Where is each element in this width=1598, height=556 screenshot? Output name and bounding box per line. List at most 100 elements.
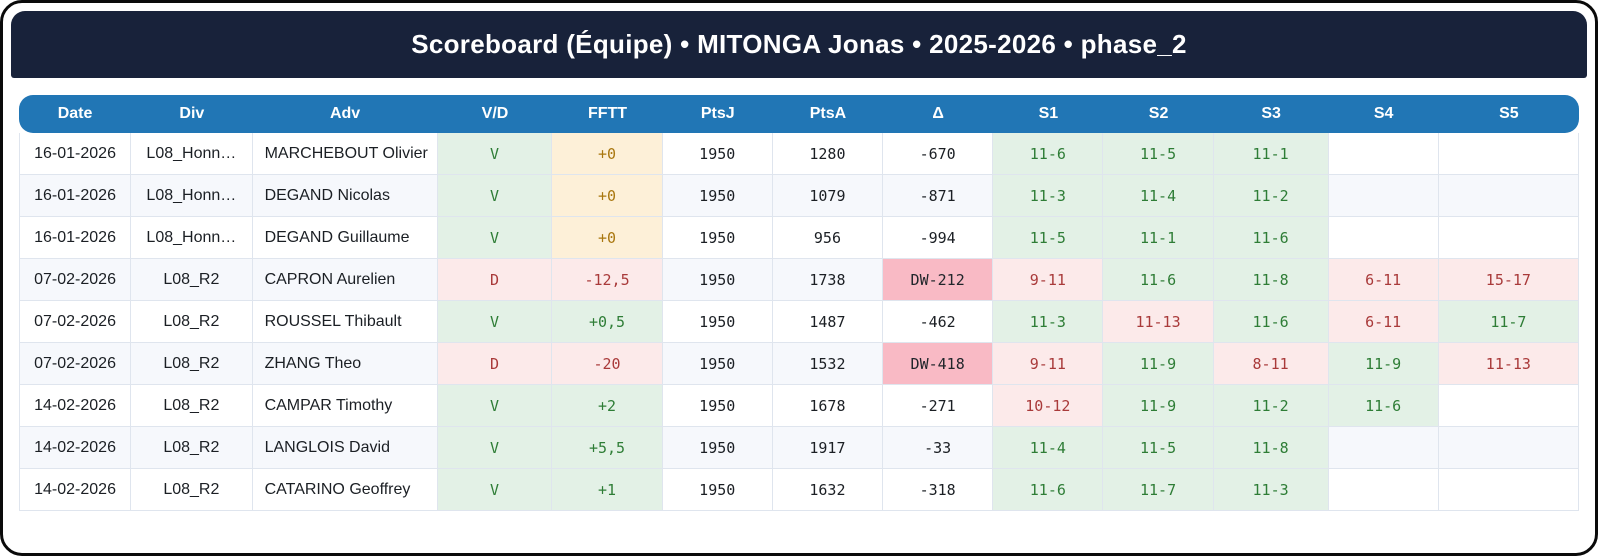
set-cell: 11-5 (1103, 133, 1214, 175)
column-header-row: Date Div Adv V/D FFTT PtsJ PtsA Δ S1 S2 S3 S4 S5 (19, 95, 1579, 133)
table-row: 14-02-2026 L08_R2 CATARINO Geoffrey V +1… (19, 469, 1579, 511)
date-cell: 07-02-2026 (19, 301, 132, 343)
div-cell: L08_R2 (131, 385, 253, 427)
adversary-cell: CAMPAR Timothy (252, 385, 438, 427)
fftt-cell: -20 (552, 343, 663, 385)
col-header-adv: Adv (252, 95, 438, 133)
set-cell (1438, 175, 1579, 217)
ptsj-cell: 1950 (662, 301, 773, 343)
col-header-ptsj: PtsJ (662, 95, 773, 133)
set-cell (1438, 217, 1579, 259)
fftt-cell: +2 (552, 385, 663, 427)
delta-cell: -462 (883, 301, 994, 343)
set-cell: 11-9 (1103, 385, 1214, 427)
result-cell: D (437, 259, 553, 301)
set-cell: 11-4 (993, 427, 1104, 469)
set-cell: 11-7 (1438, 301, 1579, 343)
date-cell: 16-01-2026 (19, 133, 132, 175)
adversary-cell: ROUSSEL Thibault (252, 301, 438, 343)
set-cell: 11-6 (1213, 217, 1329, 259)
result-cell: V (437, 385, 553, 427)
ptsa-cell: 1917 (772, 427, 884, 469)
col-header-fftt: FFTT (552, 95, 663, 133)
set-cell: 11-8 (1213, 427, 1329, 469)
ptsa-cell: 1632 (772, 469, 884, 511)
set-cell: 15-17 (1438, 259, 1579, 301)
set-cell: 11-6 (1103, 259, 1214, 301)
ptsj-cell: 1950 (662, 427, 773, 469)
col-header-s3: S3 (1213, 95, 1329, 133)
fftt-cell: +1 (552, 469, 663, 511)
div-cell: L08_R2 (131, 301, 253, 343)
set-cell (1438, 469, 1579, 511)
col-header-v-d: V/D (437, 95, 553, 133)
set-cell: 9-11 (993, 259, 1104, 301)
set-cell: 11-1 (1213, 133, 1329, 175)
table-row: 07-02-2026 L08_R2 ROUSSEL Thibault V +0,… (19, 301, 1579, 343)
div-cell: L08_Honn… (131, 217, 253, 259)
set-cell: 11-1 (1103, 217, 1214, 259)
date-cell: 07-02-2026 (19, 343, 132, 385)
div-cell: L08_R2 (131, 343, 253, 385)
set-cell: 11-5 (993, 217, 1104, 259)
delta-cell: -994 (883, 217, 994, 259)
set-cell: 11-5 (1103, 427, 1214, 469)
fftt-cell: +0 (552, 217, 663, 259)
set-cell: 11-7 (1103, 469, 1214, 511)
table-row: 07-02-2026 L08_R2 CAPRON Aurelien D -12,… (19, 259, 1579, 301)
ptsa-cell: 1280 (772, 133, 884, 175)
table-row: 14-02-2026 L08_R2 LANGLOIS David V +5,5 … (19, 427, 1579, 469)
fftt-cell: +0 (552, 175, 663, 217)
adversary-cell: LANGLOIS David (252, 427, 438, 469)
delta-cell: -670 (883, 133, 994, 175)
date-cell: 14-02-2026 (19, 469, 132, 511)
date-cell: 14-02-2026 (19, 427, 132, 469)
set-cell: 11-3 (1213, 469, 1329, 511)
fftt-cell: -12,5 (552, 259, 663, 301)
ptsa-cell: 1079 (772, 175, 884, 217)
fftt-cell: +5,5 (552, 427, 663, 469)
table-row: 16-01-2026 L08_Honn… DEGAND Guillaume V … (19, 217, 1579, 259)
result-cell: V (437, 301, 553, 343)
set-cell: 11-9 (1328, 343, 1439, 385)
set-cell (1328, 133, 1439, 175)
delta-cell: -871 (883, 175, 994, 217)
ptsj-cell: 1950 (662, 259, 773, 301)
delta-cell: DW-418 (883, 343, 994, 385)
col-header-s5: S5 (1438, 95, 1579, 133)
result-cell: V (437, 427, 553, 469)
set-cell: 11-2 (1213, 175, 1329, 217)
ptsj-cell: 1950 (662, 175, 773, 217)
set-cell (1328, 217, 1439, 259)
set-cell: 11-3 (993, 301, 1104, 343)
table-row: 16-01-2026 L08_Honn… MARCHEBOUT Olivier … (19, 133, 1579, 175)
ptsa-cell: 1487 (772, 301, 884, 343)
table-row: 07-02-2026 L08_R2 ZHANG Theo D -20 1950 … (19, 343, 1579, 385)
fftt-cell: +0,5 (552, 301, 663, 343)
set-cell: 11-6 (993, 469, 1104, 511)
result-cell: D (437, 343, 553, 385)
set-cell: 11-3 (993, 175, 1104, 217)
scoreboard-table: Date Div Adv V/D FFTT PtsJ PtsA Δ S1 S2 S3 S4 S5 16-… (19, 95, 1579, 511)
delta-cell: DW-212 (883, 259, 994, 301)
set-cell: 9-11 (993, 343, 1104, 385)
adversary-cell: DEGAND Nicolas (252, 175, 438, 217)
table-body: 16-01-2026 L08_Honn… MARCHEBOUT Olivier … (19, 133, 1579, 511)
delta-cell: -33 (883, 427, 994, 469)
col-header-s1: S1 (993, 95, 1104, 133)
delta-cell: -271 (883, 385, 994, 427)
set-cell (1328, 469, 1439, 511)
ptsa-cell: 1532 (772, 343, 884, 385)
page-title: Scoreboard (Équipe) • MITONGA Jonas • 20… (411, 29, 1187, 59)
div-cell: L08_R2 (131, 427, 253, 469)
ptsj-cell: 1950 (662, 343, 773, 385)
col-header-s2: S2 (1103, 95, 1214, 133)
div-cell: L08_R2 (131, 469, 253, 511)
set-cell: 6-11 (1328, 259, 1439, 301)
col-header-div: Div (131, 95, 253, 133)
delta-cell: -318 (883, 469, 994, 511)
result-cell: V (437, 469, 553, 511)
adversary-cell: CATARINO Geoffrey (252, 469, 438, 511)
ptsj-cell: 1950 (662, 469, 773, 511)
col-header--: Δ (883, 95, 994, 133)
